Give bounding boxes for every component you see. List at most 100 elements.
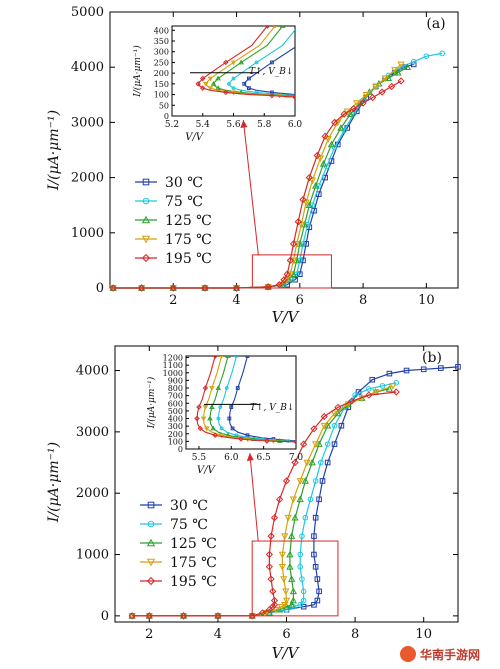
series-point-4 — [214, 612, 222, 620]
series-point-4 — [305, 173, 313, 182]
x-tick-label: 10 — [418, 293, 435, 308]
zoom-arrowhead — [246, 453, 254, 461]
series-point-3 — [344, 401, 352, 409]
legend-label: 125 ℃ — [170, 536, 217, 552]
series-point-1 — [312, 478, 319, 484]
series-point-4 — [300, 440, 308, 448]
series-point-2 — [319, 159, 328, 167]
inset-plot — [195, 25, 320, 100]
inset-series-point-4 — [269, 92, 275, 99]
y-tick-label: 1000 — [71, 226, 104, 241]
legend-label: 195 ℃ — [170, 574, 217, 590]
series-point-0 — [316, 496, 322, 503]
series-point-4 — [291, 458, 299, 467]
series-point-2 — [301, 477, 310, 484]
series-point-0 — [420, 366, 427, 373]
series-point-4 — [368, 93, 377, 102]
inset-x-tick-label: 6.5 — [256, 453, 271, 463]
inset-series-point-4 — [197, 425, 203, 432]
series-point-4 — [269, 603, 277, 611]
inset-series-point-4 — [195, 81, 201, 87]
legend-label: 175 ℃ — [165, 232, 212, 248]
inset-series-point-1 — [297, 25, 300, 28]
inset-plot — [194, 356, 296, 445]
inset-x-tick-label: 5.2 — [165, 120, 179, 130]
series-point-0 — [292, 276, 298, 283]
inset-y-tick-label: 0 — [178, 445, 183, 454]
series-point-1 — [307, 496, 314, 503]
series-point-1 — [393, 380, 400, 386]
y-tick-label: 0 — [101, 609, 109, 624]
inset-series-line-0 — [243, 46, 295, 96]
inset-y-axis-title: I/(μA·μm⁻¹) — [132, 45, 143, 98]
inset-y-tick-label: 900 — [168, 376, 183, 385]
series-point-1 — [410, 58, 417, 65]
inset-series-point-1 — [231, 76, 236, 81]
series-point-1 — [300, 597, 307, 604]
series-point-4 — [320, 412, 328, 421]
series-point-0 — [331, 441, 338, 447]
legend-label: 30 ℃ — [170, 498, 208, 514]
series-point-4 — [265, 563, 273, 571]
legend-label: 30 ℃ — [165, 175, 203, 191]
legend-label: 175 ℃ — [170, 555, 217, 571]
inset-y-tick-label: 400 — [154, 26, 169, 35]
x-tick-label: 2 — [169, 293, 177, 308]
y-tick-label: 3000 — [76, 425, 109, 440]
inset-series-point-1 — [219, 426, 224, 431]
inset-x-axis-title: V/V — [197, 465, 217, 476]
series-point-2 — [291, 513, 299, 521]
series-point-4 — [392, 388, 400, 396]
series-point-0 — [311, 551, 317, 558]
series-point-0 — [338, 422, 345, 429]
series-point-2 — [286, 562, 294, 570]
series-point-4 — [321, 132, 329, 140]
inset-series-point-2 — [210, 425, 216, 431]
inset-series-point-3 — [203, 81, 209, 87]
series-point-4 — [310, 425, 318, 433]
series-point-2 — [289, 596, 298, 604]
inset-x-tick-label: 5.5 — [192, 453, 207, 463]
series-point-3 — [353, 100, 361, 107]
inset-series-point-2 — [210, 80, 217, 86]
inset-series-point-3 — [200, 416, 207, 422]
inset-y-tick-label: 100 — [168, 437, 183, 446]
inset-series-point-4 — [223, 59, 229, 66]
inset-series-point-0 — [317, 94, 320, 97]
series-point-1 — [439, 50, 445, 57]
series-point-3 — [302, 199, 310, 207]
series-point-3 — [297, 221, 306, 229]
inset-series-point-4 — [238, 436, 244, 442]
series-point-1 — [299, 533, 305, 539]
series-point-4 — [299, 196, 307, 204]
series-point-2 — [375, 79, 383, 87]
series-point-4 — [128, 612, 136, 620]
series-point-3 — [303, 459, 311, 467]
series-point-4 — [340, 110, 348, 118]
series-point-2 — [289, 587, 298, 595]
legend-label: 125 ℃ — [165, 213, 212, 229]
inset-series-point-4 — [212, 356, 218, 359]
series-point-3 — [296, 478, 304, 485]
inset-series-point-0 — [235, 386, 240, 390]
zoom-arrowhead — [240, 120, 248, 128]
inset-series-point-2 — [215, 75, 221, 81]
inset-series-point-4 — [292, 94, 295, 100]
watermark: 华南手游网 — [396, 643, 492, 665]
series-point-1 — [324, 441, 331, 447]
inset-series-point-2 — [207, 415, 213, 421]
inset-series-point-4 — [264, 26, 271, 29]
series-point-3 — [280, 576, 288, 583]
inset-x-tick-label: 5.8 — [257, 120, 272, 130]
series-point-0 — [316, 588, 322, 595]
series-point-4 — [359, 99, 367, 107]
inset-y-tick-label: 50 — [159, 101, 169, 110]
inset-y-tick-label: 700 — [168, 392, 183, 401]
series-point-3 — [391, 67, 399, 74]
series-point-3 — [289, 496, 298, 504]
inset-series-point-3 — [202, 405, 209, 410]
series-point-0 — [324, 459, 331, 466]
inset-series-point-4 — [194, 415, 200, 422]
legend-swatch-marker — [147, 520, 155, 528]
